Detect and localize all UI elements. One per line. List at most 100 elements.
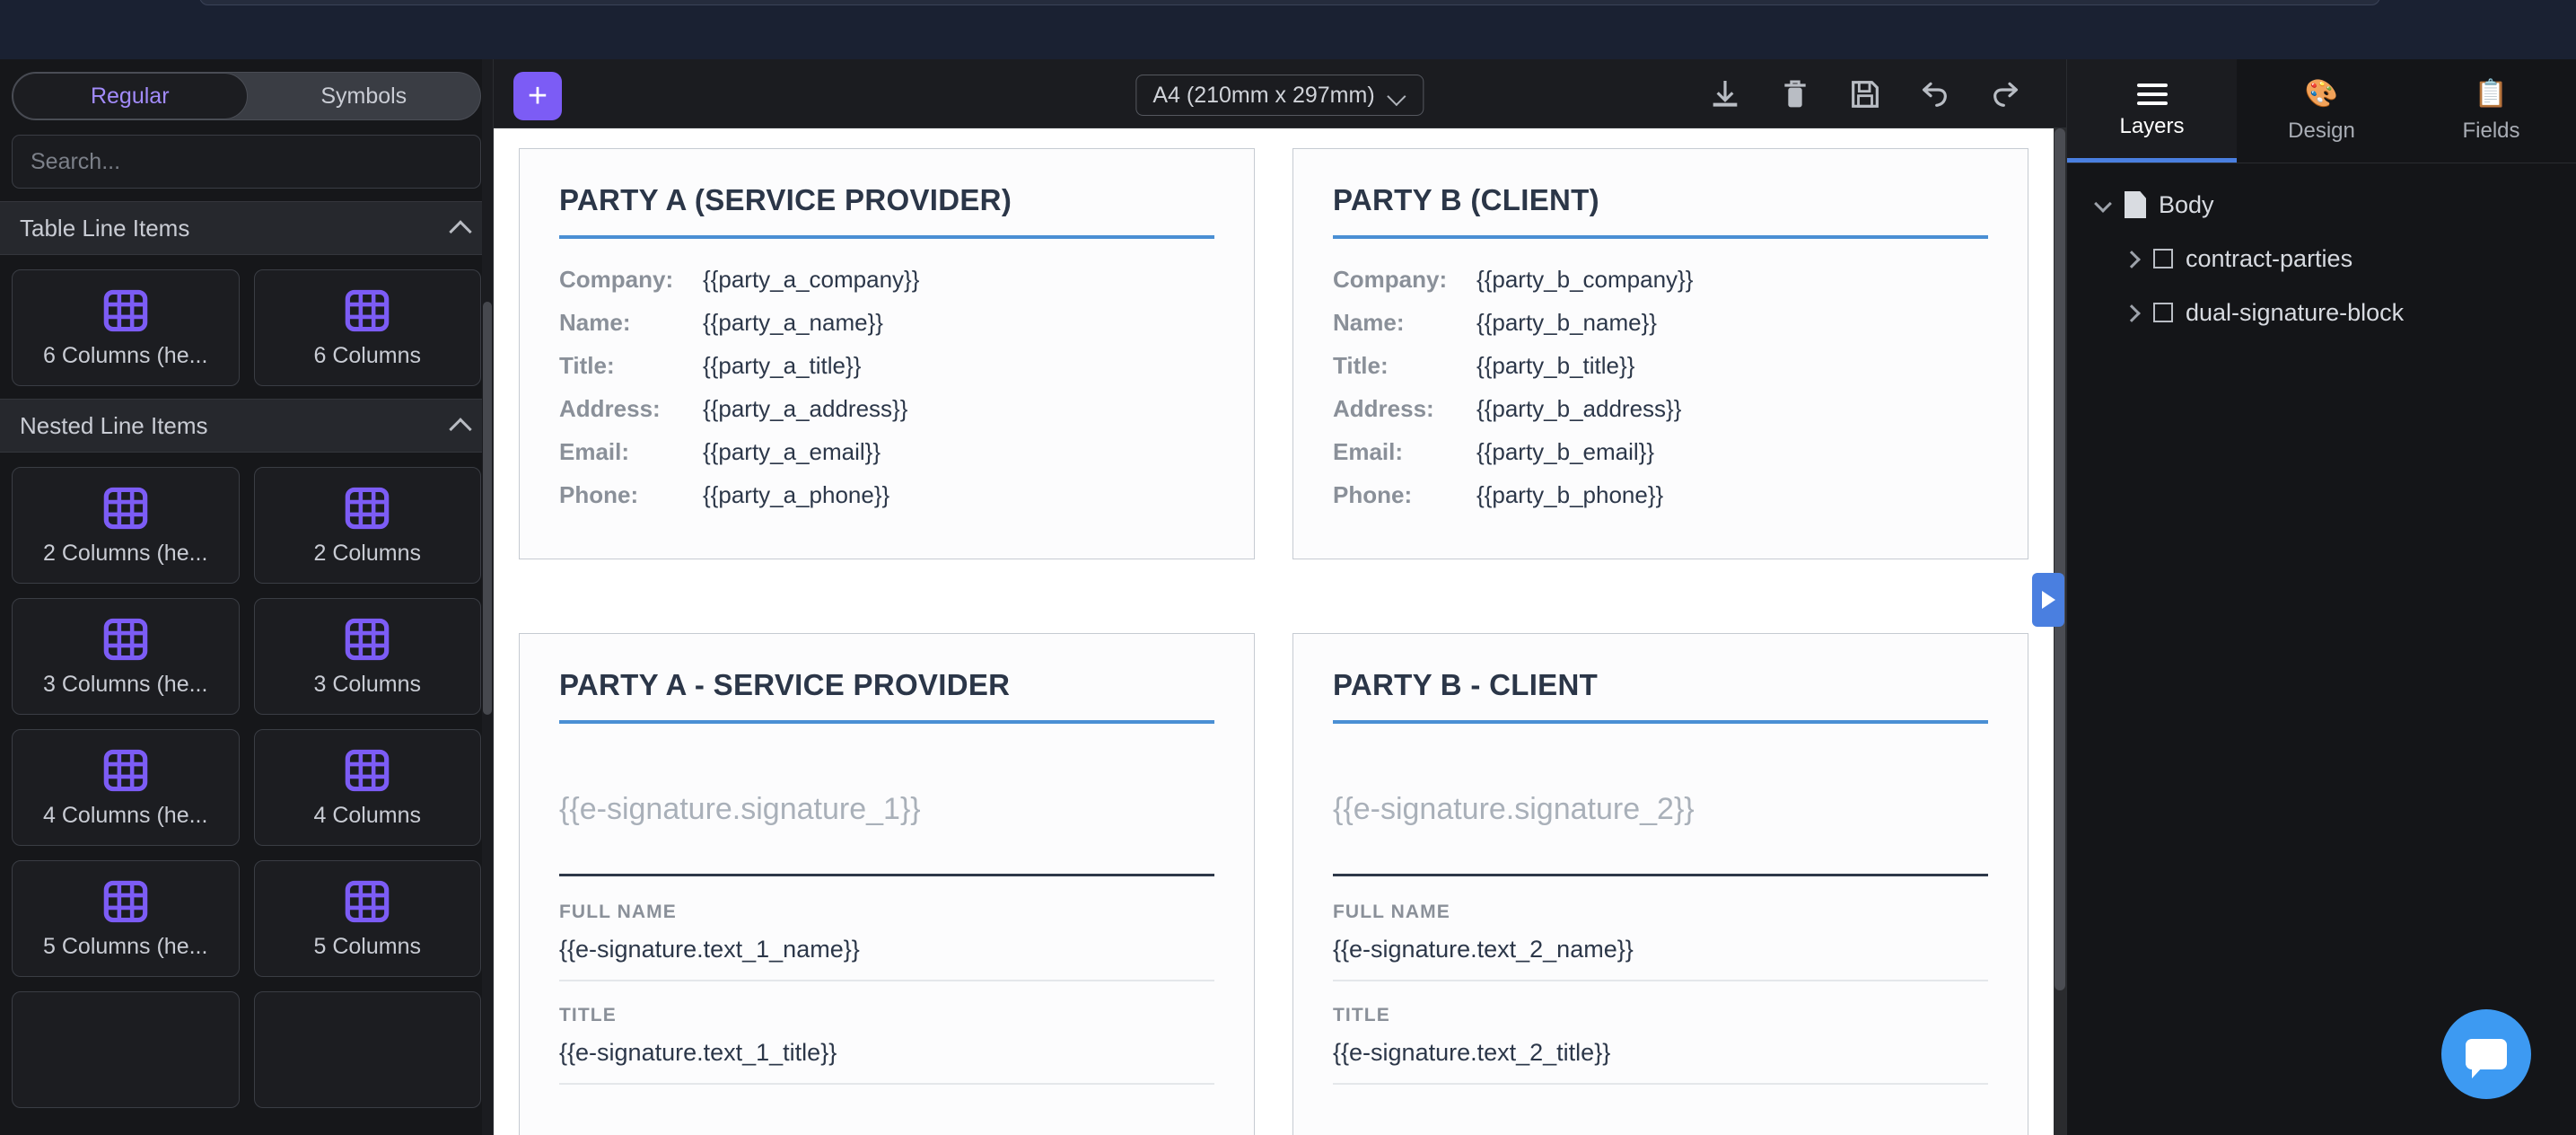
layer-label: contract-parties	[2186, 244, 2353, 272]
table-grid-icon	[103, 487, 148, 529]
component-card[interactable]: 5 Columns (he...	[12, 860, 240, 977]
component-card[interactable]: 5 Columns	[253, 860, 481, 977]
signature-a-heading: PARTY A - SERVICE PROVIDER	[559, 668, 1011, 701]
field-row: Address: {{party_b_address}}	[1333, 395, 1988, 423]
full-name-value[interactable]: {{e-signature.text_2_name}}	[1333, 936, 1634, 963]
field-label: Name:	[1333, 309, 1405, 336]
trash-icon[interactable]	[1777, 74, 1813, 115]
field-value: {{party_b_address}}	[1476, 395, 1682, 422]
sidebar-scrollbar-thumb[interactable]	[483, 302, 492, 715]
field-value: {{party_a_company}}	[703, 266, 920, 293]
component-label: 2 Columns (he...	[43, 540, 208, 566]
table-grid-icon	[103, 749, 148, 791]
top-app-bar	[0, 0, 2576, 59]
section-header-nested-line-items[interactable]: Nested Line Items	[0, 399, 493, 453]
table-grid-icon	[345, 618, 390, 660]
table-grid-icon	[103, 289, 148, 331]
full-name-value[interactable]: {{e-signature.text_1_name}}	[559, 936, 860, 963]
tab-design[interactable]: 🎨 Design	[2237, 59, 2406, 163]
layer-label: Body	[2159, 190, 2214, 218]
signature-card-party-a[interactable]: PARTY A - SERVICE PROVIDER {{e-signature…	[519, 633, 1255, 1135]
title-label: TITLE	[1333, 1005, 1390, 1025]
tab-fields[interactable]: 📋 Fields	[2406, 59, 2576, 163]
field-separator	[1333, 1083, 1988, 1085]
component-card[interactable]	[12, 991, 240, 1108]
component-card[interactable]: 4 Columns	[253, 729, 481, 846]
field-row: Name: {{party_a_name}}	[559, 309, 1214, 337]
layer-row-dual-signature-block[interactable]: dual-signature-block	[2067, 286, 2576, 339]
component-card[interactable]: 3 Columns	[253, 598, 481, 715]
component-label: 2 Columns	[313, 540, 422, 566]
library-mode-toggle[interactable]: Regular Symbols	[12, 72, 481, 120]
party-a-heading: PARTY A (SERVICE PROVIDER)	[559, 183, 1012, 216]
layer-row-contract-parties[interactable]: contract-parties	[2067, 232, 2576, 286]
table-grid-icon	[345, 289, 390, 331]
signature-card-party-b[interactable]: PARTY B - CLIENT {{e-signature.signature…	[1292, 633, 2028, 1135]
sidebar-scrollbar[interactable]	[482, 59, 493, 1135]
component-card[interactable]: 2 Columns (he...	[12, 467, 240, 584]
save-icon[interactable]	[1847, 74, 1883, 115]
field-label: Name:	[559, 309, 631, 336]
party-b-heading: PARTY B (CLIENT)	[1333, 183, 1599, 216]
component-card[interactable]: 4 Columns (he...	[12, 729, 240, 846]
tab-symbols[interactable]: Symbols	[248, 73, 481, 119]
title-value[interactable]: {{e-signature.text_2_title}}	[1333, 1039, 1611, 1066]
table-grid-icon	[345, 487, 390, 529]
section-title: Nested Line Items	[20, 411, 208, 439]
chevron-down-icon[interactable]	[2094, 196, 2112, 214]
component-label: 3 Columns (he...	[43, 671, 208, 697]
download-icon[interactable]	[1707, 74, 1743, 115]
box-icon	[2153, 249, 2173, 268]
component-card[interactable]: 2 Columns	[253, 467, 481, 584]
field-row: Title: {{party_b_title}}	[1333, 352, 1988, 380]
toolbar-actions	[1707, 74, 2023, 115]
palette-icon: 🎨	[2304, 78, 2339, 109]
field-value: {{party_b_company}}	[1476, 266, 1694, 293]
component-card[interactable]	[253, 991, 481, 1108]
panel-expand-button[interactable]	[2032, 573, 2064, 627]
contract-parties-row: PARTY A (SERVICE PROVIDER) Company: {{pa…	[519, 148, 2028, 559]
tab-label: Design	[2288, 118, 2355, 143]
section-header-table-line-items[interactable]: Table Line Items	[0, 201, 493, 255]
chat-support-button[interactable]	[2441, 1009, 2531, 1099]
field-value: {{party_a_phone}}	[703, 481, 890, 508]
field-row: Phone: {{party_a_phone}}	[559, 481, 1214, 509]
page-size-select[interactable]: A4 (210mm x 297mm)	[1135, 75, 1424, 116]
canvas-toolbar: + A4 (210mm x 297mm)	[494, 59, 2066, 128]
document-page: PARTY A (SERVICE PROVIDER) Company: {{pa…	[494, 128, 2054, 1135]
party-b-card[interactable]: PARTY B (CLIENT) Company: {{party_b_comp…	[1292, 148, 2028, 559]
heading-rule	[559, 720, 1214, 724]
component-card[interactable]: 3 Columns (he...	[12, 598, 240, 715]
chevron-up-icon[interactable]	[450, 216, 473, 240]
canvas-scrollbar-thumb[interactable]	[2055, 128, 2065, 990]
field-value: {{party_a_address}}	[703, 395, 908, 422]
component-card[interactable]: 6 Columns (he...	[12, 269, 240, 386]
layer-row-body[interactable]: Body	[2067, 178, 2576, 232]
signature-placeholder-b[interactable]: {{e-signature.signature_2}}	[1333, 792, 1695, 826]
table-grid-icon	[345, 749, 390, 791]
tab-regular[interactable]: Regular	[13, 73, 248, 119]
undo-icon[interactable]	[1917, 74, 1953, 115]
redo-icon[interactable]	[1987, 74, 2023, 115]
component-label: 4 Columns (he...	[43, 802, 208, 828]
section-title: Table Line Items	[20, 214, 190, 242]
canvas-scrollbar[interactable]	[2054, 128, 2066, 1135]
title-value[interactable]: {{e-signature.text_1_title}}	[559, 1039, 837, 1066]
layers-tree: Body contract-parties dual-signature-blo…	[2067, 163, 2576, 339]
field-label: Phone:	[1333, 481, 1413, 508]
party-a-card[interactable]: PARTY A (SERVICE PROVIDER) Company: {{pa…	[519, 148, 1255, 559]
add-component-button[interactable]: +	[513, 72, 562, 120]
document-canvas: + A4 (210mm x 297mm)	[494, 59, 2066, 1135]
chevron-right-icon[interactable]	[2123, 250, 2141, 268]
tab-layers[interactable]: Layers	[2067, 59, 2237, 163]
chevron-right-icon[interactable]	[2123, 304, 2141, 321]
field-row: Phone: {{party_b_phone}}	[1333, 481, 1988, 509]
chevron-up-icon[interactable]	[450, 414, 473, 437]
field-label: Company:	[1333, 266, 1448, 293]
search-input[interactable]	[31, 148, 462, 175]
signature-placeholder-a[interactable]: {{e-signature.signature_1}}	[559, 792, 921, 826]
search-box[interactable]	[12, 135, 481, 189]
field-separator	[559, 980, 1214, 981]
component-card[interactable]: 6 Columns	[253, 269, 481, 386]
heading-rule	[559, 235, 1214, 239]
